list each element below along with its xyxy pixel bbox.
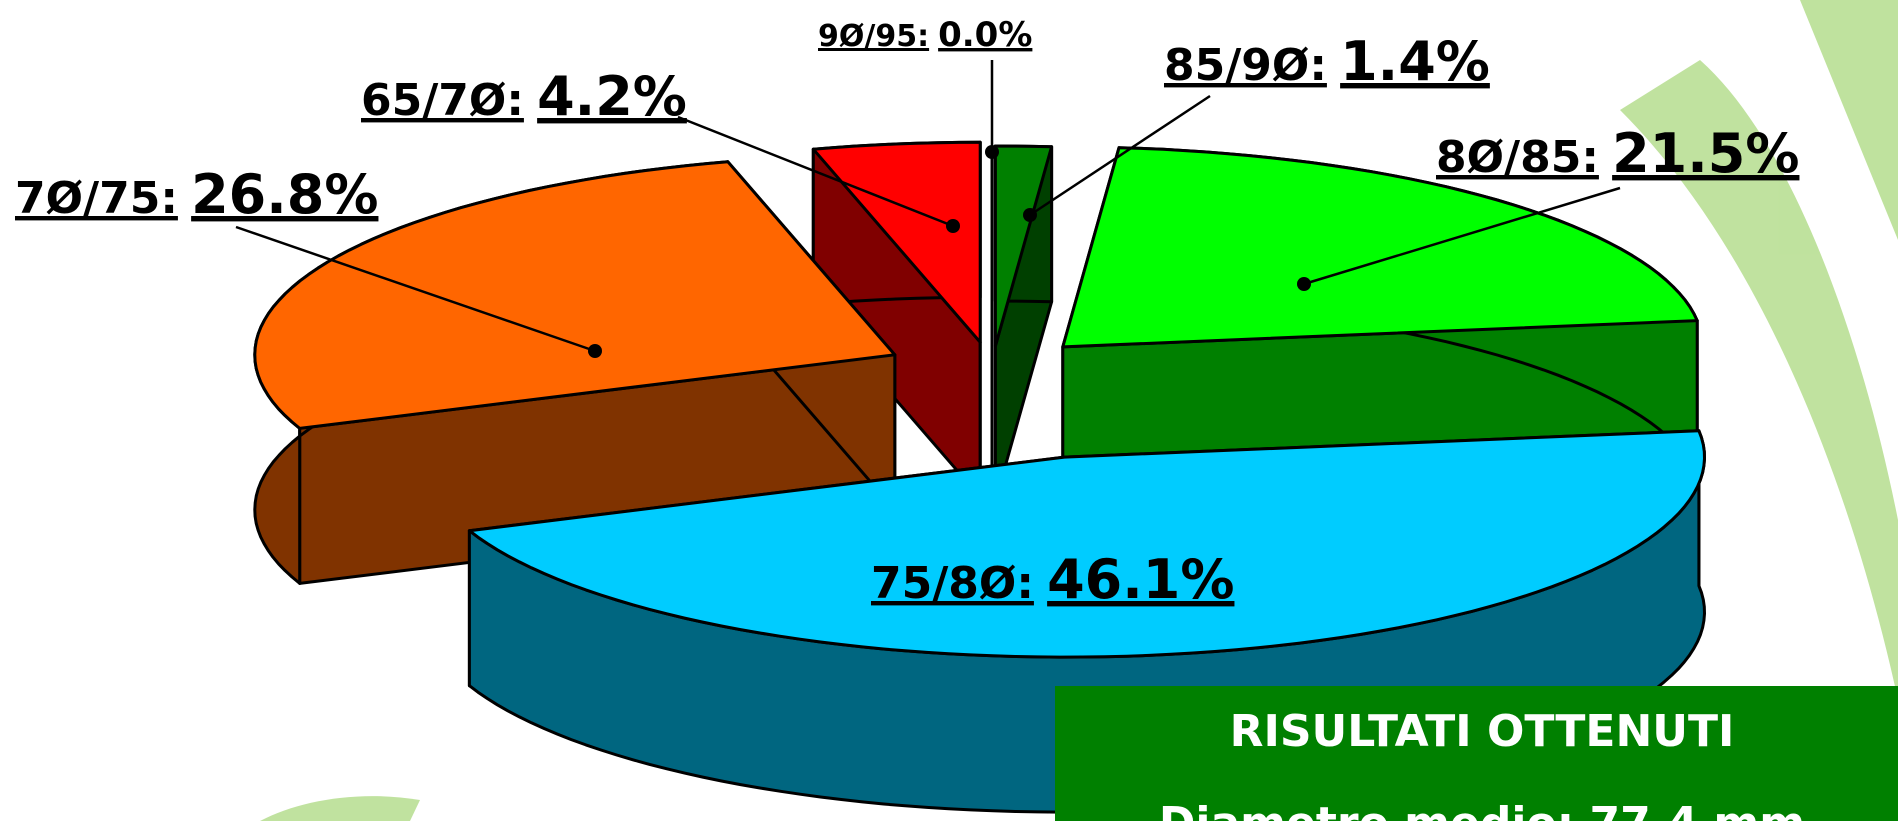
slice-top (993, 144, 1054, 348)
slice (811, 140, 982, 499)
slice-label: 85/9Ø: 1.4% (1164, 30, 1490, 93)
result-box (1055, 686, 1898, 821)
value-label: 4.2% (537, 65, 687, 128)
leader-dot (985, 145, 999, 159)
value-label: 46.1% (1047, 548, 1234, 611)
slice-top (253, 160, 897, 430)
background-decoration (260, 0, 1898, 821)
slice-label: 75/8Ø: 46.1% (871, 548, 1234, 611)
leader-dot (1023, 208, 1037, 222)
labels: 9Ø/95: 0.0% 85/9Ø: 1.4% 8Ø/85: 21.5% 75/8Ø: 46.… (15, 15, 1799, 611)
leader-dot (1297, 277, 1311, 291)
leader-line (1303, 186, 1621, 286)
slice (253, 160, 897, 585)
category-label: 65/7Ø: (361, 75, 524, 126)
slice-top (1061, 146, 1699, 349)
slice (993, 144, 1054, 503)
category-label: 9Ø/95: (818, 19, 929, 54)
slice-label: 9Ø/95: 0.0% (818, 15, 1032, 55)
slice-top (467, 429, 1706, 659)
value-label: 0.0% (938, 15, 1032, 55)
leader-line (677, 115, 954, 228)
leader-line (235, 225, 596, 353)
category-label: 7Ø/75: (15, 173, 178, 224)
category-label: 85/9Ø: (1164, 40, 1327, 91)
slice-label: 65/7Ø: 4.2% (361, 65, 687, 128)
box-text: Diametro medio: 77.4 mm (1159, 798, 1805, 821)
slice-top (811, 140, 982, 344)
value-label: 21.5% (1612, 122, 1799, 185)
slice-label: 8Ø/85: 21.5% (1436, 122, 1799, 185)
leader-dot (946, 219, 960, 233)
value-label: 26.8% (191, 163, 378, 226)
box-title: RISULTATI OTTENUTI (1230, 706, 1735, 757)
value-label: 1.4% (1340, 30, 1490, 93)
category-label: 75/8Ø: (871, 558, 1034, 609)
leader-dot (588, 344, 602, 358)
category-label: 8Ø/85: (1436, 132, 1599, 183)
slice-label: 7Ø/75: 26.8% (15, 163, 378, 226)
leader-line (1029, 94, 1211, 217)
